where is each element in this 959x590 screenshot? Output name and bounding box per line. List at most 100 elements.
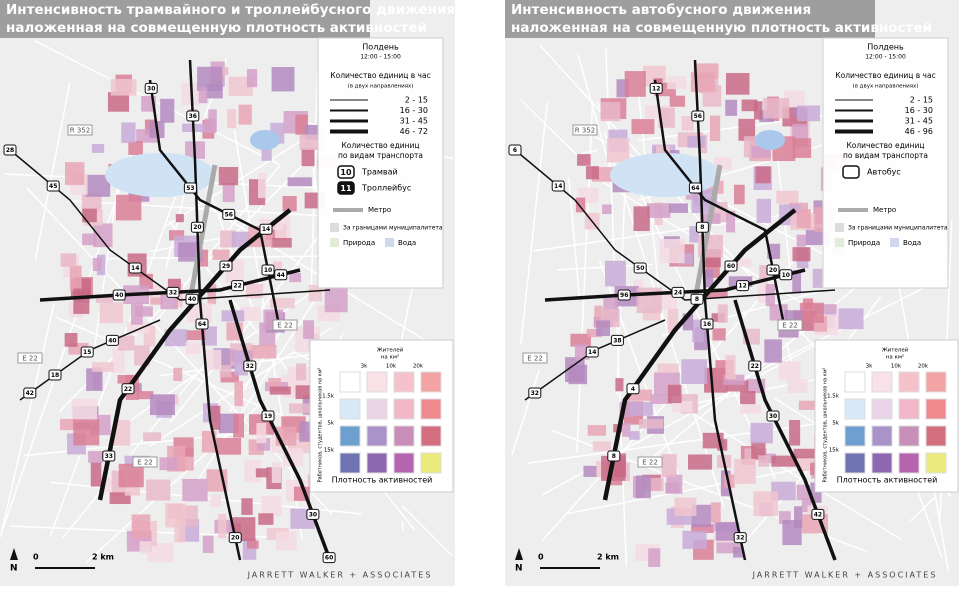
density-block (197, 67, 222, 91)
road-label: E 22 (137, 459, 153, 467)
route-number: 56 (694, 113, 702, 120)
density-block (296, 363, 306, 380)
water (610, 153, 720, 197)
density-swatch (421, 399, 441, 419)
density-block (681, 359, 707, 384)
route-number: 32 (169, 289, 177, 296)
density-y-label: 15k (829, 448, 840, 454)
density-swatch (926, 399, 946, 419)
panel-title: Интенсивность автобусного движения (511, 2, 811, 18)
legend-range: 46 - 72 (400, 127, 428, 136)
legend-outside-swatch (835, 223, 844, 232)
route-number: 4 (631, 386, 635, 393)
density-block (233, 414, 244, 438)
legend-count-sub: (в двух направлениях) (348, 84, 414, 90)
density-swatch (845, 372, 865, 392)
route-number: 30 (309, 511, 317, 518)
legend-count-title: Количество единиц в час (330, 71, 430, 80)
scale-zero: 0 (538, 553, 544, 562)
road-label: E 22 (22, 355, 38, 363)
density-block (759, 265, 767, 280)
density-block (92, 144, 104, 153)
density-block (160, 457, 177, 470)
density-y-label: 5k (327, 421, 334, 427)
density-block (93, 258, 102, 271)
density-block (239, 105, 252, 125)
density-block (793, 138, 811, 158)
density-block (755, 166, 770, 183)
density-swatch (872, 372, 892, 392)
density-block (218, 514, 226, 538)
legend-badge-number: 11 (340, 184, 352, 193)
density-block (60, 419, 75, 430)
route-number: 22 (751, 363, 759, 370)
density-block (660, 239, 685, 263)
density-block (710, 116, 720, 141)
density-block (258, 173, 266, 198)
density-block (607, 138, 630, 162)
route-number: 45 (49, 183, 57, 190)
density-block (577, 154, 591, 166)
legend-nature: Природа (343, 239, 375, 247)
route-number: 36 (189, 113, 197, 120)
route-number: 8 (612, 453, 616, 460)
density-block (636, 475, 651, 498)
legend-mode-title: по видам транспорта (338, 151, 423, 160)
route-number: 28 (6, 147, 14, 154)
density-block (734, 459, 756, 484)
density-swatch (872, 399, 892, 419)
density-swatch (926, 426, 946, 446)
scale-dist: 2 km (597, 553, 619, 562)
density-block (70, 266, 82, 291)
route-number: 14 (131, 265, 139, 272)
route-number: 33 (105, 453, 113, 460)
density-block (688, 454, 712, 469)
route-number: 8 (695, 296, 699, 303)
density-block (256, 468, 268, 477)
density-block (303, 320, 314, 339)
density-block (615, 378, 623, 391)
route-number: 42 (26, 390, 34, 397)
density-block (586, 166, 599, 179)
density-block (712, 328, 725, 340)
density-block (666, 475, 682, 494)
route-number: 24 (674, 289, 682, 296)
density-block (758, 455, 769, 467)
density-swatch (340, 453, 360, 473)
density-block (668, 385, 682, 403)
density-block (73, 288, 89, 313)
route-number: 20 (769, 267, 777, 274)
route-number: 29 (222, 263, 230, 270)
density-block (165, 503, 185, 527)
density-block (65, 162, 84, 185)
density-block (647, 203, 671, 218)
legend-mode-title: Количество единиц (341, 141, 419, 150)
road-label: E 22 (642, 459, 658, 467)
route-number: 50 (636, 265, 644, 272)
footer: JARRETT WALKER + ASSOCIATES (752, 571, 938, 580)
density-swatch (394, 426, 414, 446)
density-block (593, 441, 611, 451)
legend-hours: 12:00 - 15:00 (865, 54, 906, 61)
density-swatch (926, 453, 946, 473)
legend-water: Вода (398, 239, 416, 247)
panel-title: Интенсивность трамвайного и троллейбусно… (6, 2, 455, 18)
legend-outside: За границами муниципалитета (848, 225, 948, 232)
legend-outside: За границами муниципалитета (343, 225, 443, 232)
route-number: 10 (782, 272, 790, 279)
road-label: E 22 (527, 355, 543, 363)
route-number: 32 (736, 535, 744, 542)
density-block (73, 419, 99, 445)
route-number: 42 (814, 511, 822, 518)
legend-range: 16 - 30 (400, 106, 428, 115)
legend-hours: 12:00 - 15:00 (360, 54, 401, 61)
density-block (268, 378, 281, 388)
water (755, 130, 785, 150)
density-block (276, 531, 297, 550)
density-block (216, 438, 241, 455)
density-block (61, 253, 77, 266)
density-block (588, 425, 606, 436)
density-block (625, 71, 646, 97)
density-block (740, 404, 761, 413)
route-number: 32 (531, 390, 539, 397)
